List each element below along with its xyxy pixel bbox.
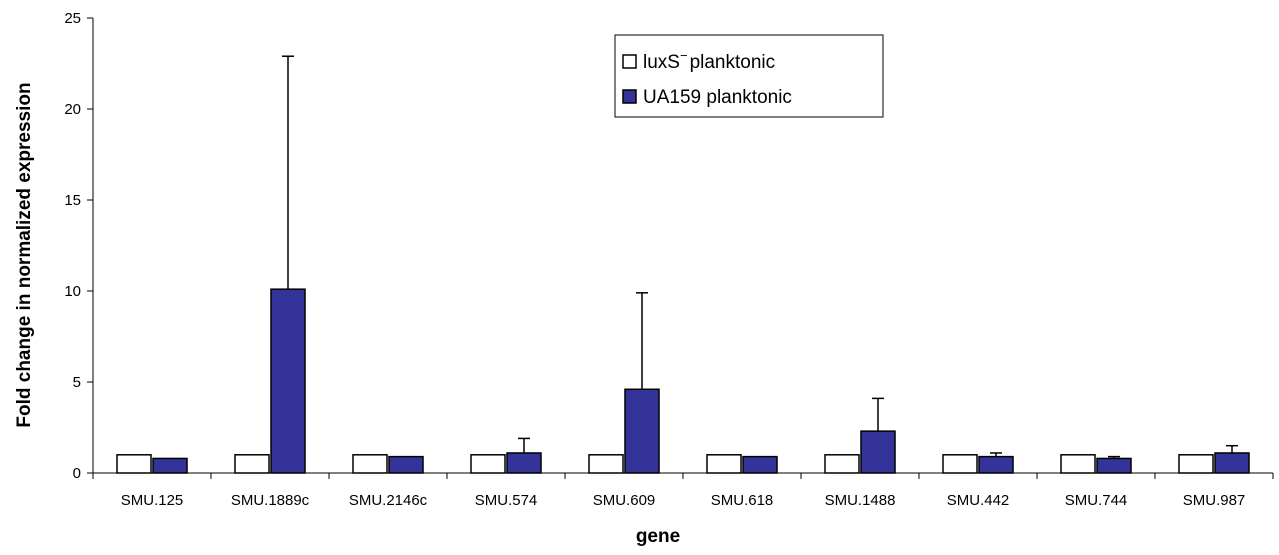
bar-luxs [470,454,506,474]
y-tick-label: 15 [64,192,81,209]
bar-ua159 [152,457,188,474]
legend-luxs-suffix: planktonic [690,52,776,73]
legend-box [614,34,884,118]
bar-series [116,288,1250,474]
x-tick-label: SMU.618 [711,492,774,509]
legend-swatch-luxs [622,54,637,69]
x-tick-label: SMU.442 [947,492,1010,509]
y-axis-ticks: 0 5 10 15 20 25 [64,10,93,482]
bar-ua159 [978,455,1014,474]
error-bars [282,55,1238,459]
bar-luxs [824,454,860,474]
legend-label-ua159: UA159 planktonic [643,87,792,108]
bar-ua159 [624,388,660,474]
x-tick-label: SMU.609 [593,492,656,509]
y-tick-label: 25 [64,10,81,27]
x-tick-label: SMU.574 [475,492,538,509]
x-tick-label: SMU.987 [1183,492,1246,509]
bar-luxs [706,454,742,474]
y-tick-label: 0 [73,465,81,482]
bar-luxs [1178,454,1214,474]
x-axis-title: gene [636,526,680,547]
bar-luxs [942,454,978,474]
bar-ua159 [506,452,542,474]
y-tick-label: 20 [64,101,81,118]
bar-luxs [116,454,152,474]
legend-luxs-main: luxS [643,52,680,73]
bar-luxs [352,454,388,474]
bar-ua159 [742,455,778,474]
bar-ua159 [1214,452,1250,474]
bar-luxs [1060,454,1096,474]
y-axis-title: Fold change in normalized expression [14,82,35,427]
legend: luxS− planktonic UA159 planktonic [614,34,884,118]
bar-ua159 [860,430,896,474]
bar-ua159 [270,288,306,474]
x-tick-label: SMU.1488 [825,492,896,509]
x-tick-label: SMU.1889c [231,492,310,509]
x-tick-label: SMU.744 [1065,492,1128,509]
bar-luxs [588,454,624,474]
x-tick-label: SMU.125 [121,492,184,509]
legend-label-luxs: luxS− planktonic [643,48,775,73]
x-axis-ticks: SMU.125 SMU.1889c SMU.2146c SMU.574 SMU.609 S… [92,473,1274,509]
bar-ua159 [1096,457,1132,474]
bar-ua159 [388,455,424,474]
legend-luxs-superscript: − [680,48,688,63]
y-tick-label: 10 [64,283,81,300]
x-tick-label: SMU.2146c [349,492,428,509]
legend-swatch-ua159 [622,89,637,104]
y-tick-label: 5 [73,374,81,391]
bar-luxs [234,454,270,474]
